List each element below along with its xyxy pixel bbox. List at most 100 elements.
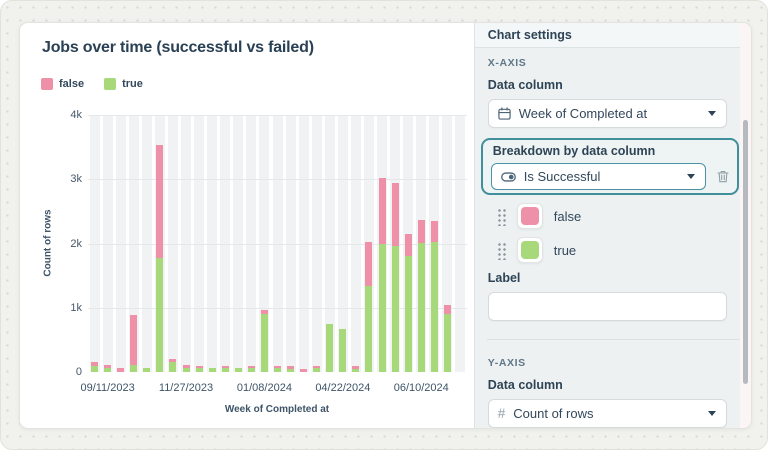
bar-false-segment[interactable] xyxy=(378,177,386,244)
bar-stack[interactable] xyxy=(339,328,347,372)
false-color-swatch[interactable] xyxy=(516,203,543,229)
bar-true-segment[interactable] xyxy=(208,368,216,372)
legend-item-true[interactable]: true xyxy=(104,78,143,90)
bar-true-segment[interactable] xyxy=(234,368,242,372)
bar-true-segment[interactable] xyxy=(143,368,151,372)
bar-false-segment[interactable] xyxy=(156,145,164,259)
bar-stack[interactable] xyxy=(300,368,308,372)
bar-true-segment[interactable] xyxy=(404,255,412,372)
bar-false-segment[interactable] xyxy=(404,233,412,256)
bar-stack[interactable] xyxy=(326,323,334,372)
bar-true-segment[interactable] xyxy=(339,328,347,372)
bar-stack[interactable] xyxy=(287,366,295,372)
x-axis-section-label: X-AXIS xyxy=(487,57,527,69)
bar-true-segment[interactable] xyxy=(378,243,386,372)
bar-stack[interactable] xyxy=(195,365,203,372)
legend-item-false[interactable]: false xyxy=(41,78,84,90)
bar-false-segment[interactable] xyxy=(300,368,308,372)
bar-false-segment[interactable] xyxy=(443,304,451,315)
bar-true-segment[interactable] xyxy=(156,258,164,372)
bar-stack[interactable] xyxy=(143,368,151,372)
y-tick-label: 3k xyxy=(70,173,82,186)
bar-stack[interactable] xyxy=(117,367,125,372)
bar-false-segment[interactable] xyxy=(274,365,281,369)
bar-true-segment[interactable] xyxy=(352,369,360,372)
bar-false-segment[interactable] xyxy=(352,366,360,370)
trash-icon xyxy=(717,170,729,183)
legend-true-swatch-icon xyxy=(104,78,117,90)
bar-false-segment[interactable] xyxy=(417,219,425,243)
bar-stack[interactable] xyxy=(417,219,425,372)
bar-true-segment[interactable] xyxy=(260,314,268,372)
scrollbar-thumb[interactable] xyxy=(743,120,748,384)
bar-stack[interactable] xyxy=(208,368,216,372)
bar-stack[interactable] xyxy=(130,314,138,372)
bar-true-segment[interactable] xyxy=(104,367,112,372)
bar-stack[interactable] xyxy=(430,221,438,372)
bar-stack[interactable] xyxy=(247,365,255,372)
bar-false-segment[interactable] xyxy=(287,366,295,370)
bar-stack[interactable] xyxy=(274,365,281,372)
y-axis-data-column-label: Data column xyxy=(487,378,563,392)
y-axis-data-column-select[interactable]: # Count of rows xyxy=(487,399,727,428)
bar-stack[interactable] xyxy=(169,358,177,372)
bar-false-segment[interactable] xyxy=(260,310,268,315)
label-input[interactable] xyxy=(487,292,727,321)
bar-false-segment[interactable] xyxy=(313,365,321,369)
plot-area[interactable] xyxy=(88,115,467,372)
bar-true-segment[interactable] xyxy=(274,368,281,372)
bar-true-segment[interactable] xyxy=(130,364,138,372)
bar-stack[interactable] xyxy=(221,365,229,372)
bar-false-segment[interactable] xyxy=(182,364,190,368)
y-tick-label: 0 xyxy=(75,366,82,378)
bar-false-segment[interactable] xyxy=(430,221,438,243)
drag-handle-icon[interactable] xyxy=(496,206,506,226)
bar-true-segment[interactable] xyxy=(313,368,321,372)
bar-false-segment[interactable] xyxy=(130,314,138,365)
bar-true-segment[interactable] xyxy=(326,323,334,372)
bar-false-segment[interactable] xyxy=(195,365,203,369)
bar-false-segment[interactable] xyxy=(221,365,229,369)
bar-stack[interactable] xyxy=(104,364,112,372)
bar-true-segment[interactable] xyxy=(182,367,190,372)
bar-true-segment[interactable] xyxy=(287,369,295,372)
bar-false-segment[interactable] xyxy=(169,358,177,363)
bar-stack[interactable] xyxy=(313,365,321,372)
bar-stack[interactable] xyxy=(156,145,164,372)
bar-false-segment[interactable] xyxy=(391,183,399,247)
remove-breakdown-button[interactable] xyxy=(715,168,731,185)
bar-stack[interactable] xyxy=(234,368,242,372)
bar-stack[interactable] xyxy=(352,366,360,372)
x-axis-data-column-select[interactable]: Week of Completed at xyxy=(487,99,727,128)
chevron-down-icon xyxy=(686,174,695,179)
bar-true-segment[interactable] xyxy=(169,362,177,372)
bar-true-segment[interactable] xyxy=(247,368,255,372)
bar-stack[interactable] xyxy=(404,233,412,372)
bar-stack[interactable] xyxy=(91,362,99,372)
bar-true-segment[interactable] xyxy=(221,368,229,372)
bar-true-segment[interactable] xyxy=(365,285,373,372)
bar-false-segment[interactable] xyxy=(365,242,373,286)
true-color-swatch[interactable] xyxy=(516,237,543,263)
bar-true-segment[interactable] xyxy=(391,246,399,372)
bar-false-segment[interactable] xyxy=(104,364,112,368)
bar-stack[interactable] xyxy=(443,304,451,372)
bar-true-segment[interactable] xyxy=(443,314,451,372)
breakdown-column-select[interactable]: Is Successful xyxy=(490,163,706,190)
bar-false-segment[interactable] xyxy=(247,365,255,369)
legend-false-label: false xyxy=(59,78,85,90)
bar-true-segment[interactable] xyxy=(195,368,203,372)
bar-stack[interactable] xyxy=(365,242,373,372)
bar-stack[interactable] xyxy=(391,183,399,372)
x-tick-label: 11/27/2023 xyxy=(158,382,214,394)
drag-handle-icon[interactable] xyxy=(496,240,506,260)
bar-true-segment[interactable] xyxy=(430,242,438,372)
bar-true-segment[interactable] xyxy=(417,242,425,372)
scrollbar-track[interactable] xyxy=(740,23,751,428)
bar-stack[interactable] xyxy=(378,177,386,372)
bar-false-segment[interactable] xyxy=(91,362,99,366)
bar-true-segment[interactable] xyxy=(91,365,99,372)
bar-stack[interactable] xyxy=(182,364,190,372)
bar-false-segment[interactable] xyxy=(117,367,125,372)
bar-stack[interactable] xyxy=(260,310,268,372)
